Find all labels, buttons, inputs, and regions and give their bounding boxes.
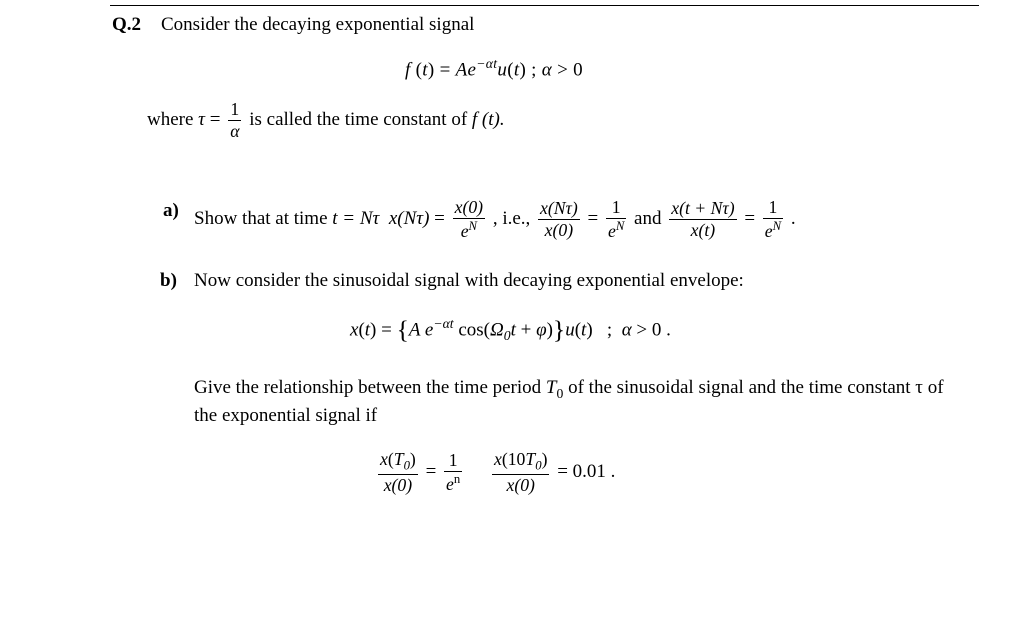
frac-xT0-x0: x(T0) x(0) bbox=[378, 450, 418, 494]
den: x(0) bbox=[378, 476, 418, 495]
eq3-mid2 bbox=[470, 459, 484, 485]
eq3-end: = 0.01 . bbox=[557, 459, 615, 485]
num: x(t + Nτ) bbox=[669, 199, 736, 218]
frac-one-over-alpha: 1 α bbox=[228, 100, 241, 140]
den: eN bbox=[453, 220, 485, 240]
frac-x10T0-x0: x(10T0) x(0) bbox=[492, 450, 549, 494]
tau-symbol: τ bbox=[198, 107, 205, 133]
eq3-mid1: = bbox=[426, 459, 437, 485]
eq2: = bbox=[744, 206, 755, 232]
den: x(0) bbox=[492, 476, 549, 495]
den: eN bbox=[606, 220, 626, 240]
where-post: is called the time constant of bbox=[249, 107, 467, 133]
part-b-line: Now consider the sinusoidal signal with … bbox=[194, 268, 744, 294]
part-a-eq: = bbox=[434, 206, 445, 232]
part-a-tau: τ bbox=[373, 206, 380, 232]
part-a-line: Show that at time t = Nτ x(Nτ) = x(0) eN… bbox=[194, 198, 796, 240]
equation-f-of-t: f (t) = Ae−αtu(t) ; α > 0 bbox=[405, 55, 583, 83]
question-page: Q.2 Consider the decaying exponential si… bbox=[0, 0, 1036, 618]
equation-x-of-t: x(t) = {A e−αt cos(Ω0t + φ)}u(t) ; α > 0… bbox=[350, 315, 671, 346]
part-a-ie: , i.e., bbox=[493, 206, 530, 232]
num: x(10T0) bbox=[492, 450, 549, 473]
part-a-text1: Show that at time bbox=[194, 206, 328, 232]
frac-one-en: 1 en bbox=[444, 451, 462, 493]
where-eq: = bbox=[210, 107, 221, 133]
den: eN bbox=[763, 220, 783, 240]
den: en bbox=[444, 473, 462, 493]
num: x(Nτ) bbox=[538, 199, 580, 218]
den: x(0) bbox=[538, 221, 580, 240]
part-b-paragraph: Give the relationship between the time p… bbox=[194, 375, 971, 429]
part-a-tNt: t = N bbox=[332, 206, 372, 232]
num: 1 bbox=[763, 198, 783, 217]
where-ft: f (t). bbox=[472, 107, 505, 133]
part-b-label: b) bbox=[160, 268, 177, 294]
question-number: Q.2 bbox=[112, 12, 141, 38]
where-line: where τ = 1 α is called the time constan… bbox=[147, 100, 505, 140]
part-a-label: a) bbox=[163, 198, 179, 224]
frac-den: α bbox=[228, 122, 241, 141]
T0: T0 bbox=[546, 377, 563, 398]
frac-one-eN-2: 1 eN bbox=[763, 198, 783, 240]
frac-xtNt-xt: x(t + Nτ) x(t) bbox=[669, 199, 736, 239]
num: x(T0) bbox=[378, 450, 418, 473]
num: 1 bbox=[606, 198, 626, 217]
equation-conditions: x(T0) x(0) = 1 en x(10T0) x(0) = 0.01 . bbox=[375, 450, 615, 494]
pb-para1: Give the relationship between the time p… bbox=[194, 377, 546, 398]
den: x(t) bbox=[669, 221, 736, 240]
where-pre: where bbox=[147, 107, 193, 133]
frac-one-eN-1: 1 eN bbox=[606, 198, 626, 240]
and: and bbox=[634, 206, 661, 232]
part-a-end: . bbox=[791, 206, 796, 232]
num: 1 bbox=[444, 451, 462, 470]
num: x(0) bbox=[453, 198, 485, 217]
question-stem: Consider the decaying exponential signal bbox=[161, 12, 474, 38]
frac-xNt-x0: x(Nτ) x(0) bbox=[538, 199, 580, 239]
frac-x0-eN: x(0) eN bbox=[453, 198, 485, 240]
frac-num: 1 bbox=[228, 100, 241, 119]
part-a-xNt: x(Nτ) bbox=[389, 206, 430, 232]
eq: = bbox=[588, 206, 599, 232]
top-rule bbox=[110, 5, 979, 6]
